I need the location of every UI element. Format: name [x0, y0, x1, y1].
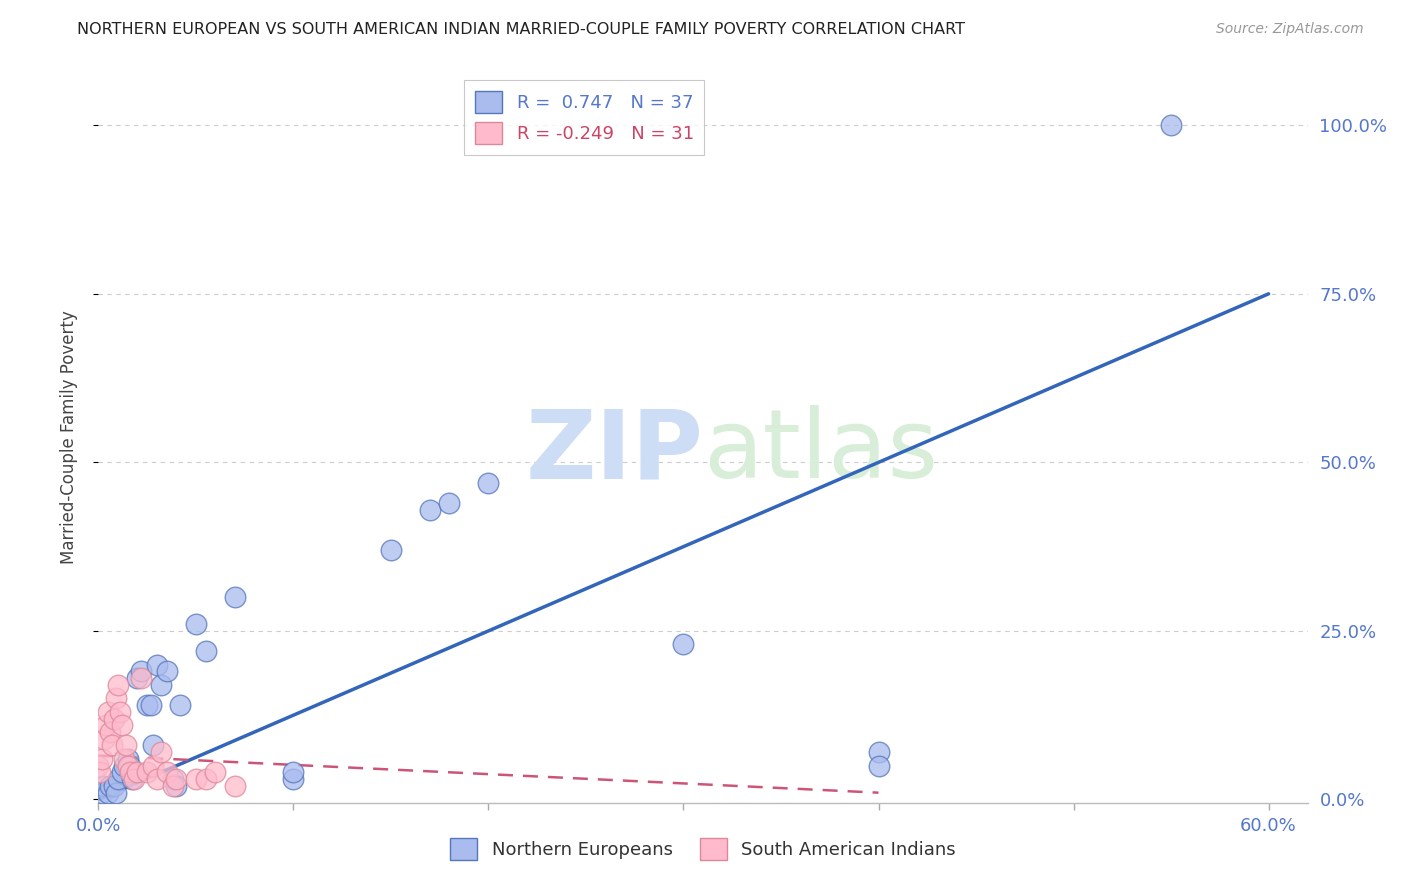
Point	[103, 779, 125, 793]
Point	[93, 779, 115, 793]
Point	[112, 752, 135, 766]
Point	[101, 739, 124, 753]
Point	[87, 758, 110, 772]
Point	[146, 772, 169, 787]
Point	[868, 758, 890, 772]
Point	[98, 725, 121, 739]
Point	[165, 779, 187, 793]
Point	[477, 475, 499, 490]
Point	[184, 617, 207, 632]
Point	[419, 502, 441, 516]
Point	[149, 745, 172, 759]
Point	[118, 765, 141, 780]
Point	[136, 698, 159, 712]
Point	[204, 765, 226, 780]
Point	[114, 739, 136, 753]
Y-axis label: Married-Couple Family Poverty: Married-Couple Family Poverty	[59, 310, 77, 564]
Point	[131, 665, 153, 679]
Point	[112, 758, 135, 772]
Point	[97, 786, 120, 800]
Point	[1160, 118, 1182, 132]
Point	[380, 543, 402, 558]
Point	[108, 705, 131, 719]
Point	[136, 765, 159, 780]
Point	[194, 644, 217, 658]
Point	[117, 758, 139, 772]
Point	[107, 678, 129, 692]
Point	[184, 772, 207, 787]
Point	[224, 590, 246, 604]
Point	[139, 698, 162, 712]
Point	[91, 786, 114, 800]
Point	[121, 772, 143, 787]
Point	[283, 765, 305, 780]
Point	[89, 765, 111, 780]
Text: Source: ZipAtlas.com: Source: ZipAtlas.com	[1216, 22, 1364, 37]
Point	[156, 765, 179, 780]
Point	[98, 779, 121, 793]
Point	[165, 772, 187, 787]
Text: ZIP: ZIP	[524, 405, 703, 499]
Text: NORTHERN EUROPEAN VS SOUTH AMERICAN INDIAN MARRIED-COUPLE FAMILY POVERTY CORRELA: NORTHERN EUROPEAN VS SOUTH AMERICAN INDI…	[77, 22, 966, 37]
Point	[131, 671, 153, 685]
Point	[224, 779, 246, 793]
Point	[162, 772, 184, 787]
Point	[194, 772, 217, 787]
Point	[93, 731, 115, 746]
Point	[104, 786, 127, 800]
Point	[142, 758, 165, 772]
Point	[122, 772, 145, 787]
Point	[142, 739, 165, 753]
Point	[283, 772, 305, 787]
Legend: Northern Europeans, South American Indians: Northern Europeans, South American India…	[443, 830, 963, 867]
Point	[91, 752, 114, 766]
Point	[868, 745, 890, 759]
Point	[122, 765, 145, 780]
Text: atlas: atlas	[703, 405, 938, 499]
Point	[127, 671, 149, 685]
Point	[111, 718, 134, 732]
Point	[104, 691, 127, 706]
Point	[127, 765, 149, 780]
Point	[146, 657, 169, 672]
Point	[117, 752, 139, 766]
Point	[149, 678, 172, 692]
Point	[118, 758, 141, 772]
Point	[162, 779, 184, 793]
Point	[672, 637, 695, 651]
Point	[107, 772, 129, 787]
Point	[103, 712, 125, 726]
Point	[169, 698, 191, 712]
Point	[439, 496, 461, 510]
Point	[111, 765, 134, 780]
Point	[156, 665, 179, 679]
Point	[97, 705, 120, 719]
Point	[96, 718, 118, 732]
